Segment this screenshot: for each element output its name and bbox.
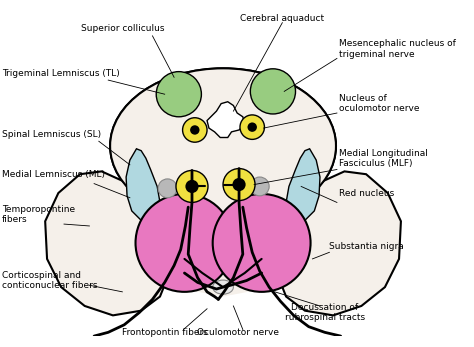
Circle shape [190,125,200,135]
Ellipse shape [110,68,336,223]
Polygon shape [277,171,401,315]
Text: Medial Longitudinal
Fasciculus (MLF): Medial Longitudinal Fasciculus (MLF) [339,149,428,168]
Circle shape [156,71,201,117]
Polygon shape [45,171,169,315]
Polygon shape [286,149,320,221]
Text: Medial Lemniscus (ML): Medial Lemniscus (ML) [2,170,105,179]
Text: Corticospinal and
conticonuclear fibers: Corticospinal and conticonuclear fibers [2,271,97,290]
Circle shape [176,170,208,202]
Text: Spinal Lemniscus (SL): Spinal Lemniscus (SL) [2,130,101,139]
Text: Oculomotor nerve: Oculomotor nerve [197,328,279,337]
Ellipse shape [213,280,233,294]
Text: Mesencephalic nucleus of
trigeminal nerve: Mesencephalic nucleus of trigeminal nerv… [339,39,456,59]
Circle shape [240,115,264,139]
Circle shape [213,194,310,292]
Text: Trigeminal Lemniscus (TL): Trigeminal Lemniscus (TL) [2,69,119,78]
Text: Decussation of
rubrospinal tracts: Decussation of rubrospinal tracts [284,303,365,322]
Text: Substantia nigra: Substantia nigra [329,242,404,251]
Polygon shape [146,218,300,297]
Circle shape [250,69,295,114]
Text: Red nucleus: Red nucleus [339,188,394,197]
Text: Frontopontin fibers: Frontopontin fibers [122,328,208,337]
Text: Nucleus of
oculomotor nerve: Nucleus of oculomotor nerve [339,94,419,113]
Circle shape [247,122,257,132]
Text: Superior colliculus: Superior colliculus [81,24,164,33]
Circle shape [250,177,269,196]
Text: Cerebral aquaduct: Cerebral aquaduct [240,15,324,23]
Circle shape [232,178,246,191]
Ellipse shape [110,68,336,223]
Circle shape [185,180,199,193]
Circle shape [158,179,177,198]
Polygon shape [126,149,160,221]
Polygon shape [207,102,245,137]
Circle shape [182,118,207,142]
Text: Temporopontine
fibers: Temporopontine fibers [2,205,75,225]
Circle shape [136,194,233,292]
Circle shape [223,169,255,201]
